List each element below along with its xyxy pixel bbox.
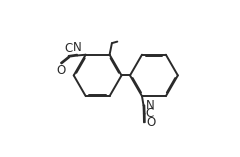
Text: C: C xyxy=(146,107,154,120)
Text: O: O xyxy=(56,64,65,77)
Text: O: O xyxy=(146,116,155,129)
Text: N: N xyxy=(145,99,154,112)
Text: N: N xyxy=(73,41,82,54)
Text: C: C xyxy=(64,42,72,55)
